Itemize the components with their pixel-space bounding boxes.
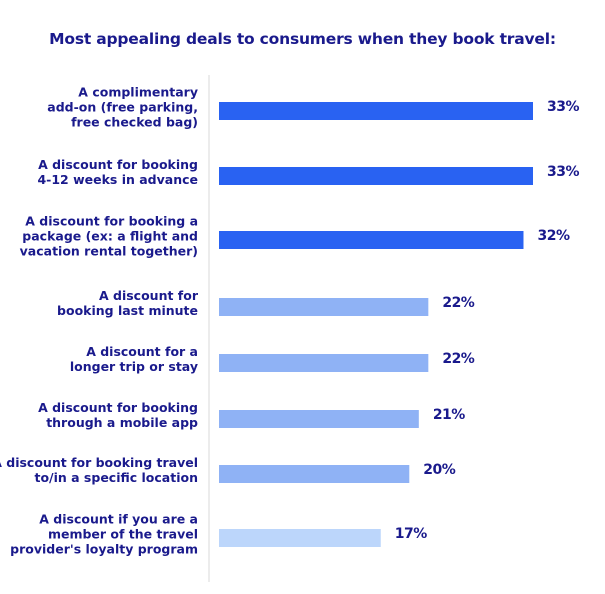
bar-5 [219,354,429,372]
value-label-4: 22% [442,295,474,311]
category-label-2: A discount for booking 4-12 weeks in adva… [37,157,198,187]
value-label-6: 21% [433,407,465,423]
category-label-line: A discount for [99,288,199,303]
bar-4 [219,298,429,316]
category-label-8: A discount if you are a member of the tra… [10,512,198,557]
category-label-line: package (ex: a flight and [22,229,198,244]
category-label-4: A discount for booking last minute [57,288,199,318]
value-label-5: 22% [442,351,474,367]
category-label-line: 4-12 weeks in advance [37,172,198,187]
category-label-line: A discount if you are a [39,512,198,527]
category-label-1: A complimentary add-on (free parking, free… [47,85,198,130]
category-label-line: A discount for a [86,344,198,359]
bar-8 [219,529,381,547]
chart-title: Most appealing deals to consumers when t… [49,30,556,48]
value-label-8: 17% [395,526,427,542]
value-label-1: 33% [547,99,579,115]
category-label-line: A discount for booking [38,157,198,172]
category-label-line: booking last minute [57,303,198,318]
category-label-line: add-on (free parking, [47,100,198,115]
category-label-line: A discount for booking travel [0,455,198,470]
bar-2 [219,167,533,185]
bars-layer: 33% A complimentary add-on (free parking, f… [0,85,580,557]
value-label-7: 20% [423,462,455,478]
category-label-line: A discount for booking [38,400,198,415]
category-label-3: A discount for booking a package (ex: a f… [20,214,198,259]
category-label-line: provider's loyalty program [10,542,198,557]
bar-3 [219,231,524,249]
bar-7 [219,465,410,483]
bar-6 [219,410,419,428]
category-label-line: vacation rental together) [20,244,198,259]
category-label-line: member of the travel [48,527,198,542]
category-label-7: A discount for booking travel to/in a spe… [0,455,198,485]
category-label-line: through a mobile app [46,415,198,430]
bar-1 [219,102,533,120]
category-label-5: A discount for a longer trip or stay [70,344,198,374]
category-label-line: to/in a specific location [34,470,198,485]
category-label-line: A discount for booking a [25,214,198,229]
category-label-6: A discount for booking through a mobile a… [38,400,198,430]
category-label-line: free checked bag) [71,115,198,130]
value-label-3: 32% [537,228,569,244]
value-label-2: 33% [547,164,579,180]
category-label-line: A complimentary [78,85,198,100]
category-label-line: longer trip or stay [70,359,198,374]
